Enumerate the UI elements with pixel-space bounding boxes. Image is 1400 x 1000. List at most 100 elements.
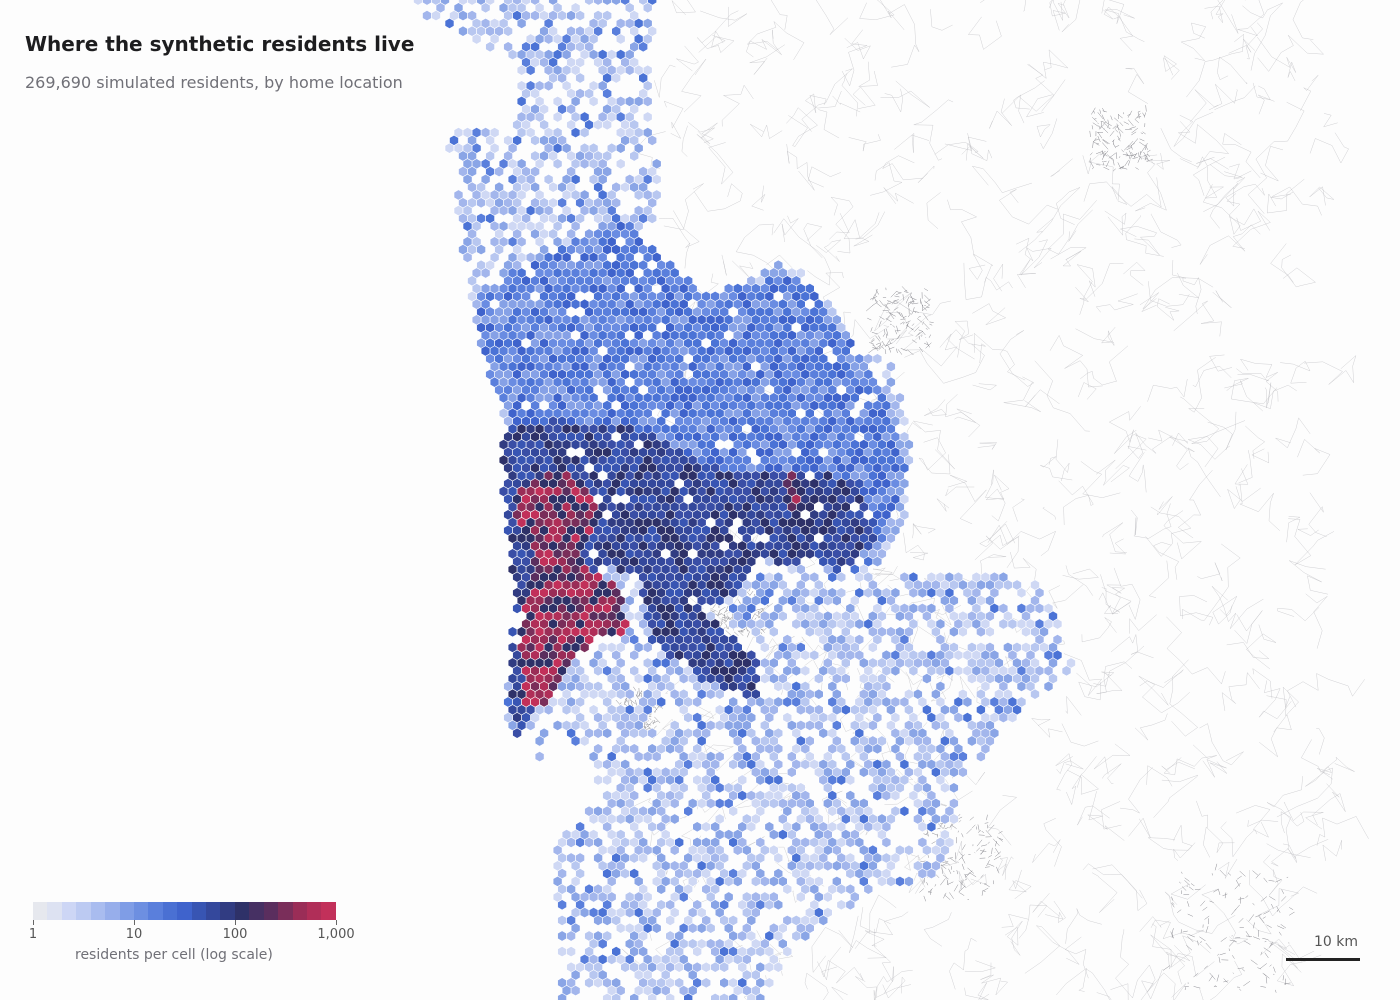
hex-cell — [728, 680, 739, 692]
hex-cell — [845, 868, 856, 880]
hex-cell — [557, 992, 567, 1000]
hex-cell — [543, 33, 554, 45]
hex-cell — [692, 696, 703, 708]
hex-cell — [822, 860, 833, 872]
legend-swatch — [278, 902, 293, 920]
hex-cell — [949, 782, 959, 794]
hex-cell — [732, 875, 743, 887]
hex-cell — [593, 119, 603, 131]
scale-bar: 10 km — [1286, 932, 1360, 964]
hex-cell — [863, 384, 874, 396]
hex-cell — [732, 844, 743, 856]
hex-cell — [944, 665, 955, 677]
hex-cell — [863, 587, 874, 599]
urban-road-cluster — [1089, 105, 1153, 172]
hex-cell — [759, 641, 770, 653]
hex-cell — [800, 758, 811, 770]
hex-cell — [602, 727, 613, 739]
hex-cell — [786, 563, 797, 575]
hex-cell — [575, 836, 585, 848]
legend-tick-label: 1 — [28, 927, 38, 942]
hex-cell — [615, 813, 626, 825]
hex-cell — [480, 2, 491, 14]
hex-cell — [665, 992, 676, 1000]
hex-cell — [570, 735, 581, 747]
hex-cell — [737, 758, 748, 770]
legend-swatch — [191, 902, 207, 920]
hex-cell — [949, 626, 959, 638]
hex-cell — [922, 844, 932, 856]
hex-cell — [899, 805, 910, 817]
hex-cell — [872, 353, 883, 365]
legend-tick-label: 100 — [222, 927, 248, 942]
legend-swatch — [234, 902, 250, 920]
hex-cell — [683, 992, 694, 1000]
hex-cell — [773, 680, 784, 692]
hex-cell — [1003, 579, 1013, 591]
hex-cell — [642, 641, 653, 653]
hex-cell — [651, 922, 662, 934]
hex-cell — [818, 914, 829, 926]
hex-cell — [1043, 680, 1054, 692]
hex-cell — [674, 961, 685, 973]
background-road-network — [610, 0, 1369, 1000]
map-subtitle: 269,690 simulated residents, by home loc… — [25, 73, 403, 92]
hex-cell — [976, 751, 986, 763]
legend-swatch — [220, 902, 235, 920]
hex-cell — [620, 181, 631, 193]
hex-cell — [525, 719, 536, 731]
hex-cell — [561, 704, 572, 716]
hex-cell — [557, 899, 567, 911]
hex-cell — [602, 119, 613, 131]
hex-cell — [813, 860, 824, 872]
hex-cell — [940, 813, 950, 825]
hex-cell — [890, 665, 901, 677]
hex-cell — [908, 665, 919, 677]
hex-cell — [836, 774, 847, 786]
hex-cell — [651, 751, 662, 763]
hex-cell — [642, 782, 653, 794]
hex-cell — [579, 641, 590, 653]
hex-cell — [566, 10, 576, 22]
hex-cell — [795, 704, 806, 716]
legend-swatch — [162, 902, 178, 920]
hex-cell — [755, 524, 766, 536]
hex-cell — [804, 626, 815, 638]
hex-cell — [647, 134, 658, 146]
hex-cell — [705, 922, 716, 934]
hex-cell — [629, 852, 640, 864]
hex-cell — [678, 891, 689, 903]
hex-cell — [759, 595, 770, 607]
hex-cell — [782, 883, 793, 895]
hex-cell — [584, 0, 594, 6]
legend-tick-label: 10 — [125, 927, 143, 942]
hex-cell — [836, 883, 847, 895]
hex-cell — [917, 868, 928, 880]
hex-cell — [620, 743, 631, 755]
hex-cell — [696, 797, 707, 809]
hex-cell — [534, 735, 545, 747]
hex-cell — [615, 142, 626, 154]
hex-cell — [831, 860, 842, 872]
hex-cell — [552, 111, 563, 123]
hex-cell — [908, 587, 919, 599]
hex-cell — [633, 751, 644, 763]
hex-cell — [611, 72, 622, 84]
hex-cell — [777, 610, 788, 622]
hex-cell — [602, 914, 613, 926]
hex-cell — [516, 17, 527, 29]
hex-cell — [588, 813, 599, 825]
scale-bar-line — [1286, 958, 1360, 961]
hex-cell — [498, 205, 509, 217]
hex-cell — [615, 485, 626, 497]
hex-cell — [683, 805, 694, 817]
hex-cell — [566, 946, 576, 958]
hex-cell — [863, 883, 874, 895]
hex-cell — [773, 852, 784, 864]
hex-cell — [827, 805, 838, 817]
hex-cell — [1052, 618, 1063, 630]
map-title: Where the synthetic residents live — [25, 32, 415, 56]
hex-cell — [701, 961, 712, 973]
hex-cell — [476, 244, 486, 256]
hex-cell — [800, 665, 811, 677]
